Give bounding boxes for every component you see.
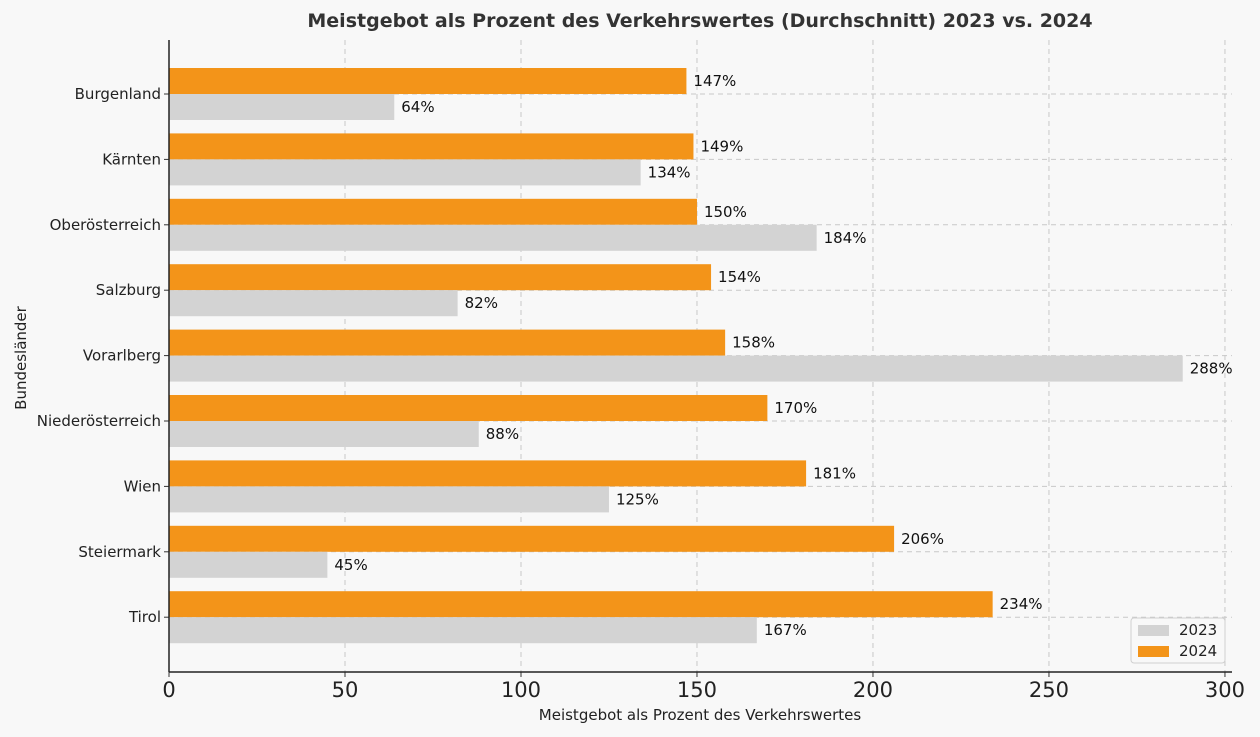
- axes: 0 50 100 150 200 250 300 Burgenland Kärnten Oberö…: [37, 40, 1245, 702]
- category-label: Salzburg: [96, 281, 161, 299]
- data-label-2023: 167%: [764, 621, 807, 639]
- data-label-2023: 45%: [334, 556, 367, 574]
- legend-label-2023: 2023: [1179, 621, 1217, 639]
- bar-2023: [169, 290, 458, 317]
- y-axis-label: Bundesländer: [12, 305, 30, 409]
- legend: 2023 2024: [1130, 617, 1226, 664]
- data-label-2024: 206%: [901, 530, 944, 548]
- data-label-2024: 170%: [774, 399, 817, 417]
- bar-2023: [169, 94, 395, 120]
- bar-2024: [169, 395, 768, 421]
- category-label: Vorarlberg: [83, 347, 161, 365]
- x-tick-label: 0: [162, 678, 175, 702]
- chart-title: Meistgebot als Prozent des Verkehrswerte…: [307, 10, 1092, 32]
- bar-2023: [169, 617, 757, 644]
- bars: [169, 68, 1183, 644]
- x-tick-label: 250: [1029, 678, 1069, 702]
- bar-2023: [169, 355, 1183, 382]
- x-axis-label: Meistgebot als Prozent des Verkehrswerte…: [539, 706, 862, 724]
- data-label-2023: 125%: [616, 490, 659, 508]
- x-tick-label: 50: [332, 678, 359, 702]
- bar-2024: [169, 591, 993, 618]
- category-label: Kärnten: [102, 150, 161, 168]
- category-label: Wien: [124, 477, 161, 495]
- data-label-2024: 234%: [1000, 595, 1043, 613]
- data-label-2024: 181%: [813, 464, 856, 482]
- category-label: Steiermark: [78, 543, 161, 561]
- bar-2023: [169, 421, 479, 447]
- category-label: Burgenland: [75, 85, 161, 103]
- bar-2024: [169, 198, 697, 225]
- data-labels: 147% 64% 149% 134% 150% 184% 154% 82% 158% 288% 17…: [334, 72, 1232, 639]
- data-label-2023: 82%: [465, 294, 498, 312]
- x-tick-label: 200: [853, 678, 893, 702]
- data-label-2024: 154%: [718, 268, 761, 286]
- bar-2024: [169, 460, 807, 487]
- bar-2024: [169, 133, 694, 160]
- bar-2024: [169, 264, 712, 291]
- category-label: Oberösterreich: [50, 216, 161, 234]
- bar-2023: [169, 486, 609, 513]
- data-label-2023: 184%: [824, 229, 867, 247]
- bar-2023: [169, 159, 641, 186]
- bar-2024: [169, 68, 687, 94]
- x-tick-label: 150: [677, 678, 717, 702]
- category-label: Niederösterreich: [37, 412, 161, 430]
- bar-2023: [169, 551, 328, 578]
- data-label-2023: 64%: [401, 98, 434, 116]
- bar-2023: [169, 224, 817, 251]
- legend-swatch-2024: [1138, 646, 1169, 657]
- legend-label-2024: 2024: [1179, 642, 1217, 660]
- data-label-2023: 288%: [1190, 360, 1233, 378]
- bar-2024: [169, 329, 726, 356]
- data-label-2024: 158%: [732, 334, 775, 352]
- data-label-2024: 149%: [700, 137, 743, 155]
- data-label-2024: 147%: [693, 72, 736, 90]
- bar-2024: [169, 525, 895, 552]
- data-label-2023: 134%: [648, 163, 691, 181]
- data-label-2024: 150%: [704, 203, 747, 221]
- data-label-2023: 88%: [486, 425, 519, 443]
- x-tick-label: 300: [1205, 678, 1245, 702]
- x-tick-label: 100: [501, 678, 541, 702]
- legend-swatch-2023: [1138, 625, 1169, 636]
- category-label: Tirol: [128, 608, 161, 626]
